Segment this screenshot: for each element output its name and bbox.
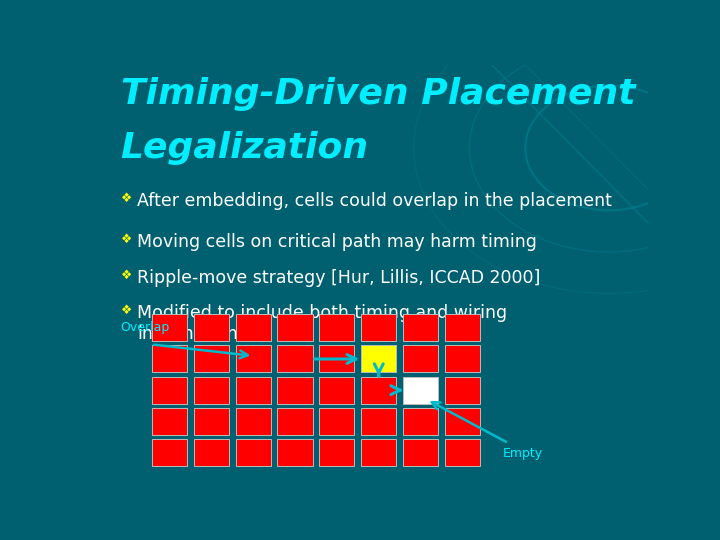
Bar — [152, 408, 187, 435]
Text: Modified to include both timing and wiring
information: Modified to include both timing and wiri… — [138, 304, 508, 343]
Bar — [403, 314, 438, 341]
Bar — [445, 408, 480, 435]
Bar — [277, 439, 312, 466]
Bar — [403, 377, 438, 404]
Text: ❖: ❖ — [121, 233, 132, 246]
Bar — [194, 439, 229, 466]
Bar — [152, 439, 187, 466]
Bar — [235, 346, 271, 373]
Bar — [277, 377, 312, 404]
Bar — [403, 346, 438, 373]
Bar — [152, 377, 187, 404]
Bar — [445, 314, 480, 341]
Bar — [445, 346, 480, 373]
Bar — [361, 408, 396, 435]
Text: Timing-Driven Placement: Timing-Driven Placement — [121, 77, 635, 111]
Bar — [361, 314, 396, 341]
Text: ❖: ❖ — [121, 192, 132, 205]
Text: ❖: ❖ — [121, 304, 132, 317]
Text: ❖: ❖ — [121, 268, 132, 281]
Text: Overlap: Overlap — [121, 321, 170, 334]
Bar — [194, 408, 229, 435]
Text: After embedding, cells could overlap in the placement: After embedding, cells could overlap in … — [138, 192, 612, 210]
Bar — [235, 314, 271, 341]
Bar — [277, 408, 312, 435]
Bar — [361, 346, 396, 373]
Text: Moving cells on critical path may harm timing: Moving cells on critical path may harm t… — [138, 233, 537, 251]
Text: Empty: Empty — [503, 447, 543, 460]
Text: Ripple-move strategy [Hur, Lillis, ICCAD 2000]: Ripple-move strategy [Hur, Lillis, ICCAD… — [138, 268, 541, 287]
Bar — [445, 377, 480, 404]
Text: Legalization: Legalization — [121, 131, 369, 165]
Bar — [320, 377, 354, 404]
Bar — [194, 314, 229, 341]
Bar — [320, 439, 354, 466]
Bar — [235, 408, 271, 435]
Bar — [361, 377, 396, 404]
Bar — [194, 346, 229, 373]
Bar — [194, 377, 229, 404]
Bar — [320, 408, 354, 435]
Bar — [235, 377, 271, 404]
Bar — [235, 439, 271, 466]
Bar — [320, 346, 354, 373]
Bar — [445, 439, 480, 466]
Bar — [361, 439, 396, 466]
Bar — [403, 408, 438, 435]
Bar — [152, 314, 187, 341]
Bar — [277, 346, 312, 373]
Bar — [277, 314, 312, 341]
Bar — [403, 439, 438, 466]
Bar — [152, 346, 187, 373]
Bar — [320, 314, 354, 341]
